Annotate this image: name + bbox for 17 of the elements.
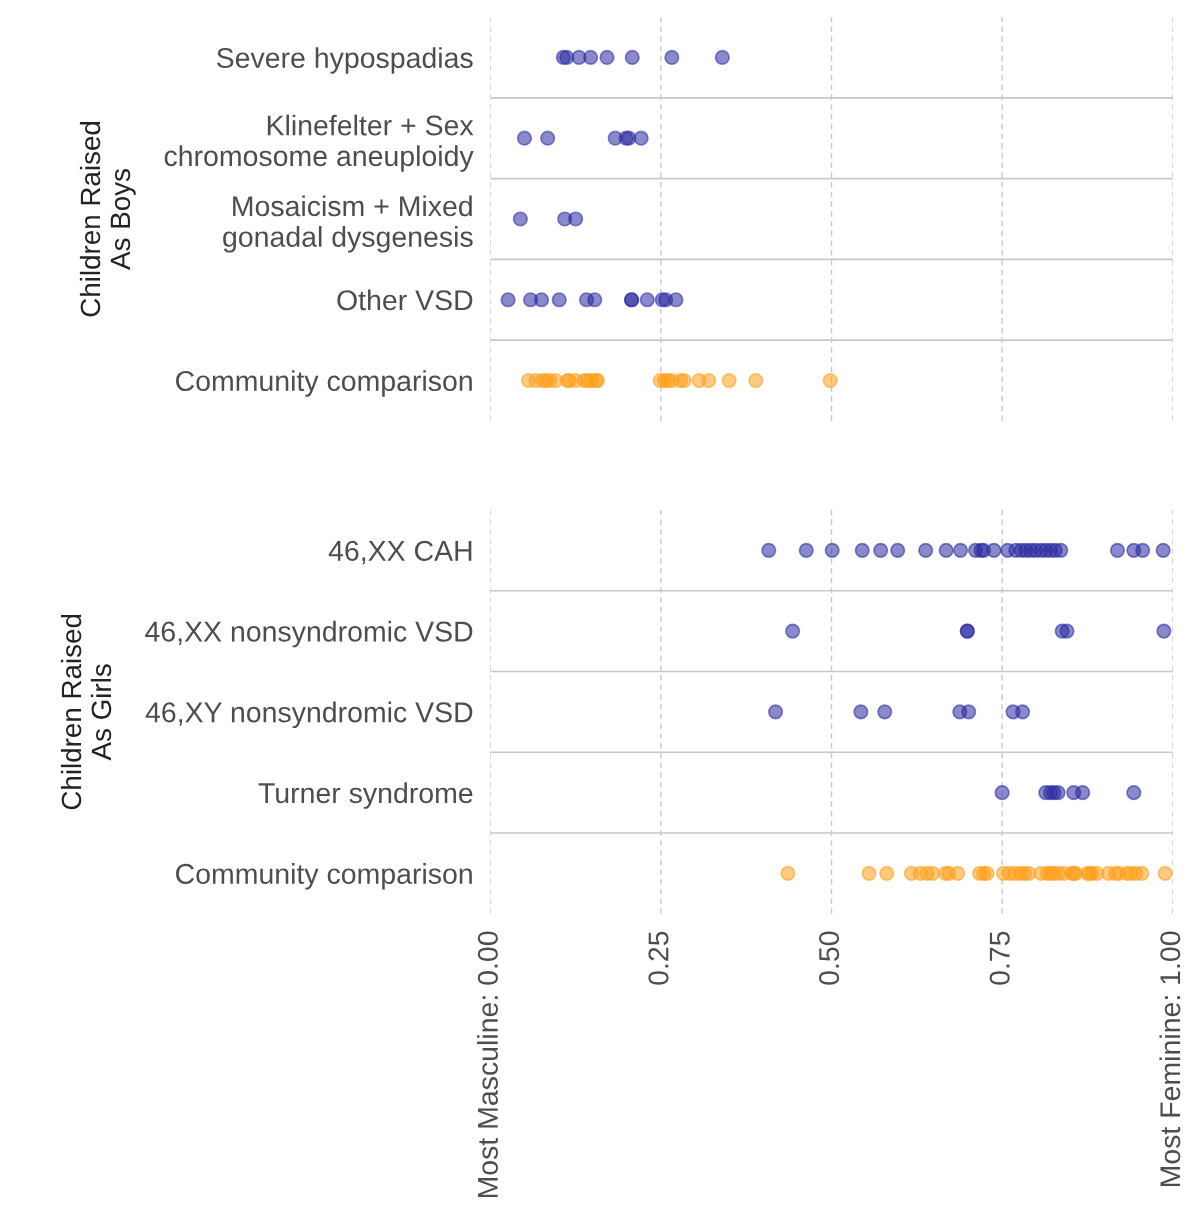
y-tick-label: Klinefelter + Sex chromosome aneuploidy: [164, 114, 474, 172]
y-tick-label: Turner syndrome: [258, 782, 473, 809]
y-axis-title: Children Raised As Boys: [79, 121, 136, 317]
x-tick-label: Most Masculine: 0.00: [477, 931, 498, 1198]
y-tick-label: 46,XX nonsyndromic VSD: [145, 620, 473, 648]
x-tick-label: 0.75: [989, 931, 1010, 985]
x-tick-label: Most Feminine: 1.00: [1159, 931, 1181, 1187]
y-tick-label: Other VSD: [337, 289, 473, 311]
y-tick-label: 46,XX CAH: [328, 540, 472, 565]
x-tick-label: 0.25: [648, 931, 669, 985]
y-tick-label: Severe hypospadias: [216, 47, 473, 74]
y-tick-label: Mosaicism + Mixed gonadal dysgenesis: [223, 195, 473, 253]
y-tick-label: Community comparison: [176, 863, 472, 890]
y-axis-title: Children Raised As Girls: [60, 614, 112, 810]
y-tick-label: Community comparison: [176, 370, 472, 397]
y-tick-label: 46,XY nonsyndromic VSD: [145, 701, 473, 729]
x-tick-label: 0.50: [819, 931, 840, 985]
